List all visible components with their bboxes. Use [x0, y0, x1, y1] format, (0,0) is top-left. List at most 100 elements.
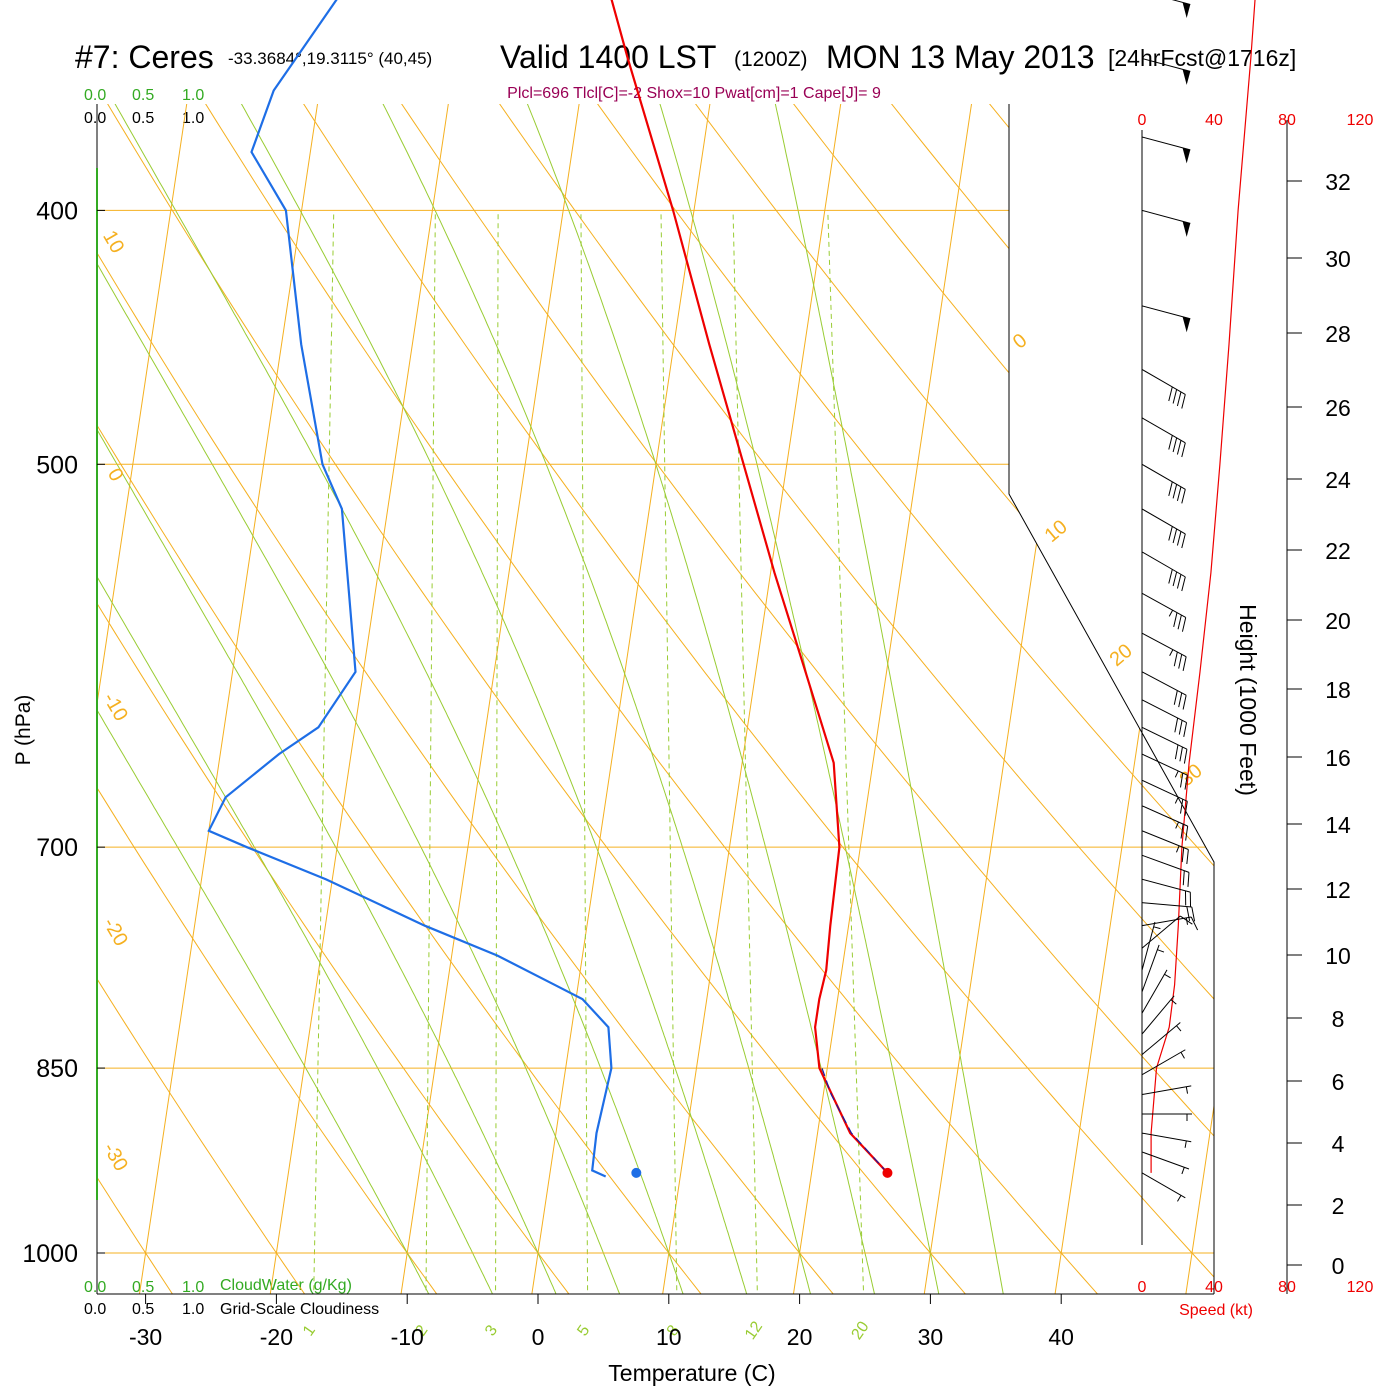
height-axis-title: Height (1000 Feet)	[1235, 604, 1261, 796]
barb-full	[1182, 656, 1187, 671]
moist-adiabat-line	[496, 104, 947, 1294]
isobar-lines	[97, 209, 1214, 1254]
cloud-cover-label: Grid-Scale Cloudiness	[220, 1301, 379, 1318]
cloud-water-tick-0: 0.0	[84, 87, 106, 104]
wind-barb	[1141, 779, 1188, 816]
isotherm-label: -10	[98, 689, 132, 725]
p-tick-label: 500	[36, 451, 78, 479]
barb-staff	[1141, 753, 1188, 776]
moist-adiabat-line	[97, 104, 448, 1294]
utc-time: (1200Z)	[734, 48, 808, 71]
dry-adiabat-line	[1148, 104, 1214, 1294]
mixing-ratio-label: 12	[742, 1318, 766, 1342]
mixing-ratio-line	[425, 210, 436, 1294]
cloud-cover-tick-0: 0.0	[84, 110, 106, 127]
wind-barb	[1141, 726, 1188, 764]
barb-full	[1172, 528, 1178, 544]
barb-flag	[1182, 147, 1191, 164]
barb-full	[1178, 654, 1183, 669]
speed-axis-label: Speed (kt)	[1179, 1302, 1253, 1319]
barb-full	[1184, 775, 1188, 790]
height-tick-label: 10	[1325, 943, 1351, 969]
temperature-line	[610, 0, 889, 1174]
barb-staff	[1141, 417, 1186, 444]
cloud-water-btick-2: 1.0	[182, 1279, 204, 1296]
barb-full	[1187, 872, 1190, 887]
isotherm-line	[525, 104, 782, 1294]
mixing-ratio-label: 3	[482, 1322, 501, 1339]
barb-full	[1174, 717, 1179, 733]
barb-staff	[1141, 779, 1188, 802]
barb-full	[1168, 386, 1173, 402]
barb-staff	[1141, 944, 1160, 993]
surface-dewpoint-dot	[631, 1167, 642, 1178]
barb-full	[1181, 442, 1186, 458]
barb-half	[1177, 1195, 1182, 1202]
height-tick-label: 20	[1325, 608, 1351, 634]
isotherm-line	[264, 104, 520, 1294]
barb-full	[1178, 692, 1183, 708]
barb-half	[1157, 949, 1165, 953]
moist-adiabat-line	[97, 104, 758, 1294]
wind-barb	[1141, 1172, 1186, 1202]
barb-half	[1185, 1086, 1189, 1094]
height-tick-label: 6	[1332, 1069, 1345, 1095]
wind-barb	[1141, 699, 1188, 737]
barb-half	[1169, 649, 1174, 657]
barb-flag	[1182, 69, 1191, 85]
barb-full	[1176, 531, 1182, 546]
wind-barb	[1141, 995, 1177, 1035]
moist-adiabat-line	[97, 104, 634, 1294]
barb-full	[1174, 744, 1179, 760]
dry-adiabat-line	[97, 104, 997, 1294]
surface-temperature-dot	[882, 1167, 893, 1178]
cloud-cover-btick-2: 1.0	[182, 1301, 204, 1318]
x-tick-label: 40	[1048, 1324, 1074, 1350]
dry-adiabat-line	[97, 104, 1214, 1294]
barb-full	[1173, 651, 1178, 667]
cloud-water-label: CloudWater (g/Kg)	[220, 1277, 352, 1294]
height-tick-label: 22	[1325, 538, 1351, 564]
barb-full	[1172, 571, 1178, 587]
barb-half	[1153, 926, 1161, 930]
cloud-water-tick-2: 1.0	[182, 87, 204, 104]
barb-staff	[1141, 1022, 1181, 1055]
barb-full	[1181, 617, 1187, 632]
barb-full	[1179, 772, 1184, 788]
cloud-cover-btick-0: 0.0	[84, 1301, 106, 1318]
wind-barb	[1141, 753, 1188, 790]
moist-adiabat-line	[661, 104, 1011, 1294]
wind-barb	[1141, 1151, 1190, 1175]
speed-bottom-tick-0: 0	[1138, 1279, 1147, 1296]
wind-barb	[1141, 969, 1171, 1014]
forecast-info: [24hrFcst@1716z]	[1108, 45, 1296, 71]
wind-barb	[1141, 878, 1192, 907]
speed-top-tick-3: 120	[1347, 112, 1374, 129]
wind-barb	[1141, 368, 1186, 409]
barb-full	[1173, 612, 1178, 627]
header: #7: Ceres -33.3684°,19.3115° (40,45) Val…	[75, 39, 1296, 102]
axes: -30-20-100102030402503004005007008501000…	[22, 169, 1351, 1350]
barb-staff	[1141, 916, 1192, 927]
barb-flag	[1182, 316, 1191, 333]
mixing-ratio-line	[827, 210, 866, 1294]
barb-full	[1190, 916, 1199, 931]
wind-barb	[1141, 1022, 1182, 1055]
dry-adiabat-line	[539, 104, 1214, 1294]
wind-barb	[1141, 805, 1189, 841]
barb-full	[1179, 746, 1183, 762]
wind-barb	[1141, 944, 1165, 993]
barb-staff	[1141, 632, 1187, 658]
p-tick-label: 400	[36, 197, 78, 225]
x-axis-title: Temperature (C)	[608, 1360, 775, 1386]
dry-adiabat-line	[97, 104, 1131, 1294]
dry-adiabat-line	[104, 104, 1214, 1294]
barb-half	[1174, 770, 1179, 778]
speed-bottom-tick-3: 120	[1347, 1279, 1374, 1296]
barb-staff	[1141, 551, 1186, 578]
barb-half	[1176, 1025, 1182, 1032]
barb-full	[1168, 569, 1173, 584]
barb-staff	[1141, 671, 1187, 696]
moist-adiabat-line	[131, 104, 821, 1294]
cloud-water-tick-1: 0.5	[132, 87, 154, 104]
